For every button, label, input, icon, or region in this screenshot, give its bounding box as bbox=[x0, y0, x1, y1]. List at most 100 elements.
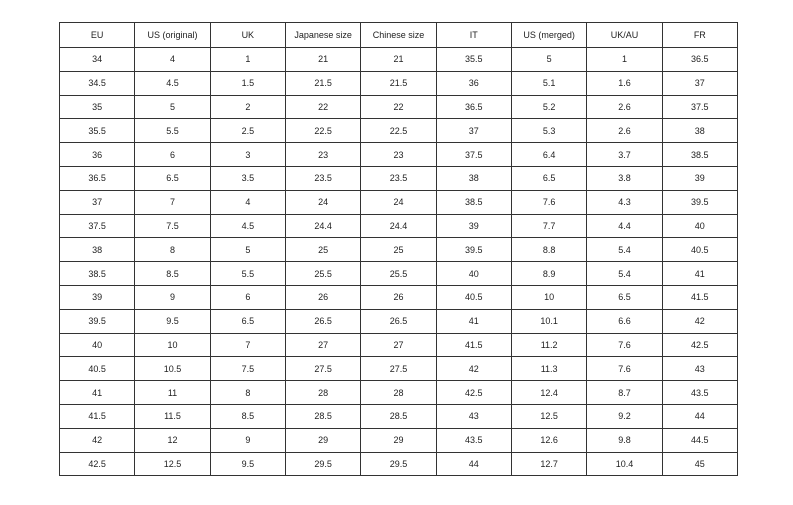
table-cell: 6.5 bbox=[510, 165, 588, 191]
table-cell: 22.5 bbox=[284, 118, 362, 144]
table-cell: 7 bbox=[134, 189, 211, 215]
table-cell: 37.5 bbox=[661, 94, 739, 120]
table-cell: 6.6 bbox=[586, 308, 663, 334]
table-cell: 37 bbox=[58, 189, 136, 215]
table-cell: 26 bbox=[360, 284, 437, 310]
table-cell: 41.5 bbox=[661, 284, 739, 310]
table-cell: 3.7 bbox=[586, 142, 663, 167]
table-cell: 5.5 bbox=[209, 261, 286, 286]
table-cell: 10.4 bbox=[586, 451, 663, 477]
table-cell: 9 bbox=[134, 284, 211, 310]
table-cell: 39 bbox=[435, 213, 512, 239]
table-cell: 8 bbox=[134, 237, 211, 263]
table-cell: 43.5 bbox=[661, 380, 739, 405]
table-cell: 37 bbox=[661, 70, 739, 96]
table-cell: 22 bbox=[360, 94, 437, 120]
table-cell: 34 bbox=[58, 47, 136, 72]
table-cell: 3.5 bbox=[209, 165, 286, 191]
table-cell: 2.6 bbox=[586, 94, 663, 120]
table-cell: 39.5 bbox=[58, 308, 136, 334]
table-cell: 8.8 bbox=[510, 237, 588, 263]
table-cell: 38.5 bbox=[435, 189, 512, 215]
table-cell: 1 bbox=[209, 47, 286, 72]
table-cell: 37 bbox=[435, 118, 512, 144]
table-cell: 26 bbox=[284, 284, 362, 310]
table-cell: 29 bbox=[360, 427, 437, 453]
table-cell: 22 bbox=[284, 94, 362, 120]
table-cell: 25 bbox=[360, 237, 437, 263]
table-cell: 11.2 bbox=[510, 332, 588, 358]
table-cell: 7.5 bbox=[209, 356, 286, 382]
table-cell: 39 bbox=[58, 284, 136, 310]
table-cell: 40.5 bbox=[435, 284, 512, 310]
table-cell: 8.9 bbox=[510, 261, 588, 286]
table-cell: 8.5 bbox=[209, 403, 286, 429]
table-cell: 5.4 bbox=[586, 261, 663, 286]
table-cell: 7 bbox=[209, 332, 286, 358]
table-cell: 26.5 bbox=[360, 308, 437, 334]
table-row: 35.5 5.5 2.5 22.5 22.5 37 5.3 2.6 38 bbox=[58, 118, 739, 144]
table-cell: 36.5 bbox=[58, 165, 136, 191]
table-row: 37.5 7.5 4.5 24.4 24.4 39 7.7 4.4 40 bbox=[58, 213, 739, 239]
table-cell: 35 bbox=[58, 94, 136, 120]
table-cell: 4.5 bbox=[134, 70, 211, 96]
table-cell: 42.5 bbox=[435, 380, 512, 405]
column-header: US (original) bbox=[134, 22, 211, 48]
table-cell: 5.4 bbox=[586, 237, 663, 263]
table-row: 39.5 9.5 6.5 26.5 26.5 41 10.1 6.6 42 bbox=[58, 308, 739, 334]
table-cell: 4 bbox=[134, 47, 211, 72]
table-cell: 27 bbox=[360, 332, 437, 358]
column-header: EU bbox=[58, 22, 136, 48]
table-cell: 2.6 bbox=[586, 118, 663, 144]
table-cell: 38.5 bbox=[58, 261, 136, 286]
table-cell: 40.5 bbox=[661, 237, 739, 263]
column-header: UK bbox=[209, 22, 286, 48]
table-cell: 40 bbox=[435, 261, 512, 286]
table-cell: 9.2 bbox=[586, 403, 663, 429]
table-cell: 38 bbox=[58, 237, 136, 263]
shoe-size-conversion-table: EU US (original) UK Japanese size Chinese si… bbox=[58, 22, 739, 477]
table-cell: 43 bbox=[661, 356, 739, 382]
table-cell: 6.5 bbox=[209, 308, 286, 334]
table-cell: 22.5 bbox=[360, 118, 437, 144]
table-cell: 42.5 bbox=[661, 332, 739, 358]
table-cell: 5.1 bbox=[510, 70, 588, 96]
column-header: IT bbox=[435, 22, 512, 48]
table-cell: 10 bbox=[510, 284, 588, 310]
table-cell: 35.5 bbox=[435, 47, 512, 72]
table-cell: 36 bbox=[435, 70, 512, 96]
table-cell: 38 bbox=[435, 165, 512, 191]
table-cell: 1.5 bbox=[209, 70, 286, 96]
table-cell: 23 bbox=[360, 142, 437, 167]
table-cell: 39.5 bbox=[661, 189, 739, 215]
table-cell: 39.5 bbox=[435, 237, 512, 263]
table-cell: 41 bbox=[435, 308, 512, 334]
table-cell: 9 bbox=[209, 427, 286, 453]
table-cell: 6.5 bbox=[134, 165, 211, 191]
table-cell: 21 bbox=[360, 47, 437, 72]
table-cell: 23 bbox=[284, 142, 362, 167]
table-cell: 8.7 bbox=[586, 380, 663, 405]
table-cell: 25.5 bbox=[284, 261, 362, 286]
table-cell: 21.5 bbox=[284, 70, 362, 96]
column-header: US (merged) bbox=[510, 22, 588, 48]
table-cell: 34.5 bbox=[58, 70, 136, 96]
table-row: 35 5 2 22 22 36.5 5.2 2.6 37.5 bbox=[58, 94, 739, 120]
table-cell: 5.5 bbox=[134, 118, 211, 144]
table-row: 38.5 8.5 5.5 25.5 25.5 40 8.9 5.4 41 bbox=[58, 261, 739, 286]
table-cell: 6.4 bbox=[510, 142, 588, 167]
table-cell: 7.5 bbox=[134, 213, 211, 239]
table-cell: 29 bbox=[284, 427, 362, 453]
table-cell: 24.4 bbox=[284, 213, 362, 239]
table-cell: 24 bbox=[284, 189, 362, 215]
table-cell: 36 bbox=[58, 142, 136, 167]
table-row: 39 9 6 26 26 40.5 10 6.5 41.5 bbox=[58, 284, 739, 310]
column-header: Japanese size bbox=[284, 22, 362, 48]
table-cell: 7.6 bbox=[586, 332, 663, 358]
table-cell: 4.5 bbox=[209, 213, 286, 239]
table-cell: 35.5 bbox=[58, 118, 136, 144]
table-cell: 41 bbox=[58, 380, 136, 405]
table-cell: 40 bbox=[58, 332, 136, 358]
column-header: UK/AU bbox=[586, 22, 663, 48]
table-cell: 9.8 bbox=[586, 427, 663, 453]
